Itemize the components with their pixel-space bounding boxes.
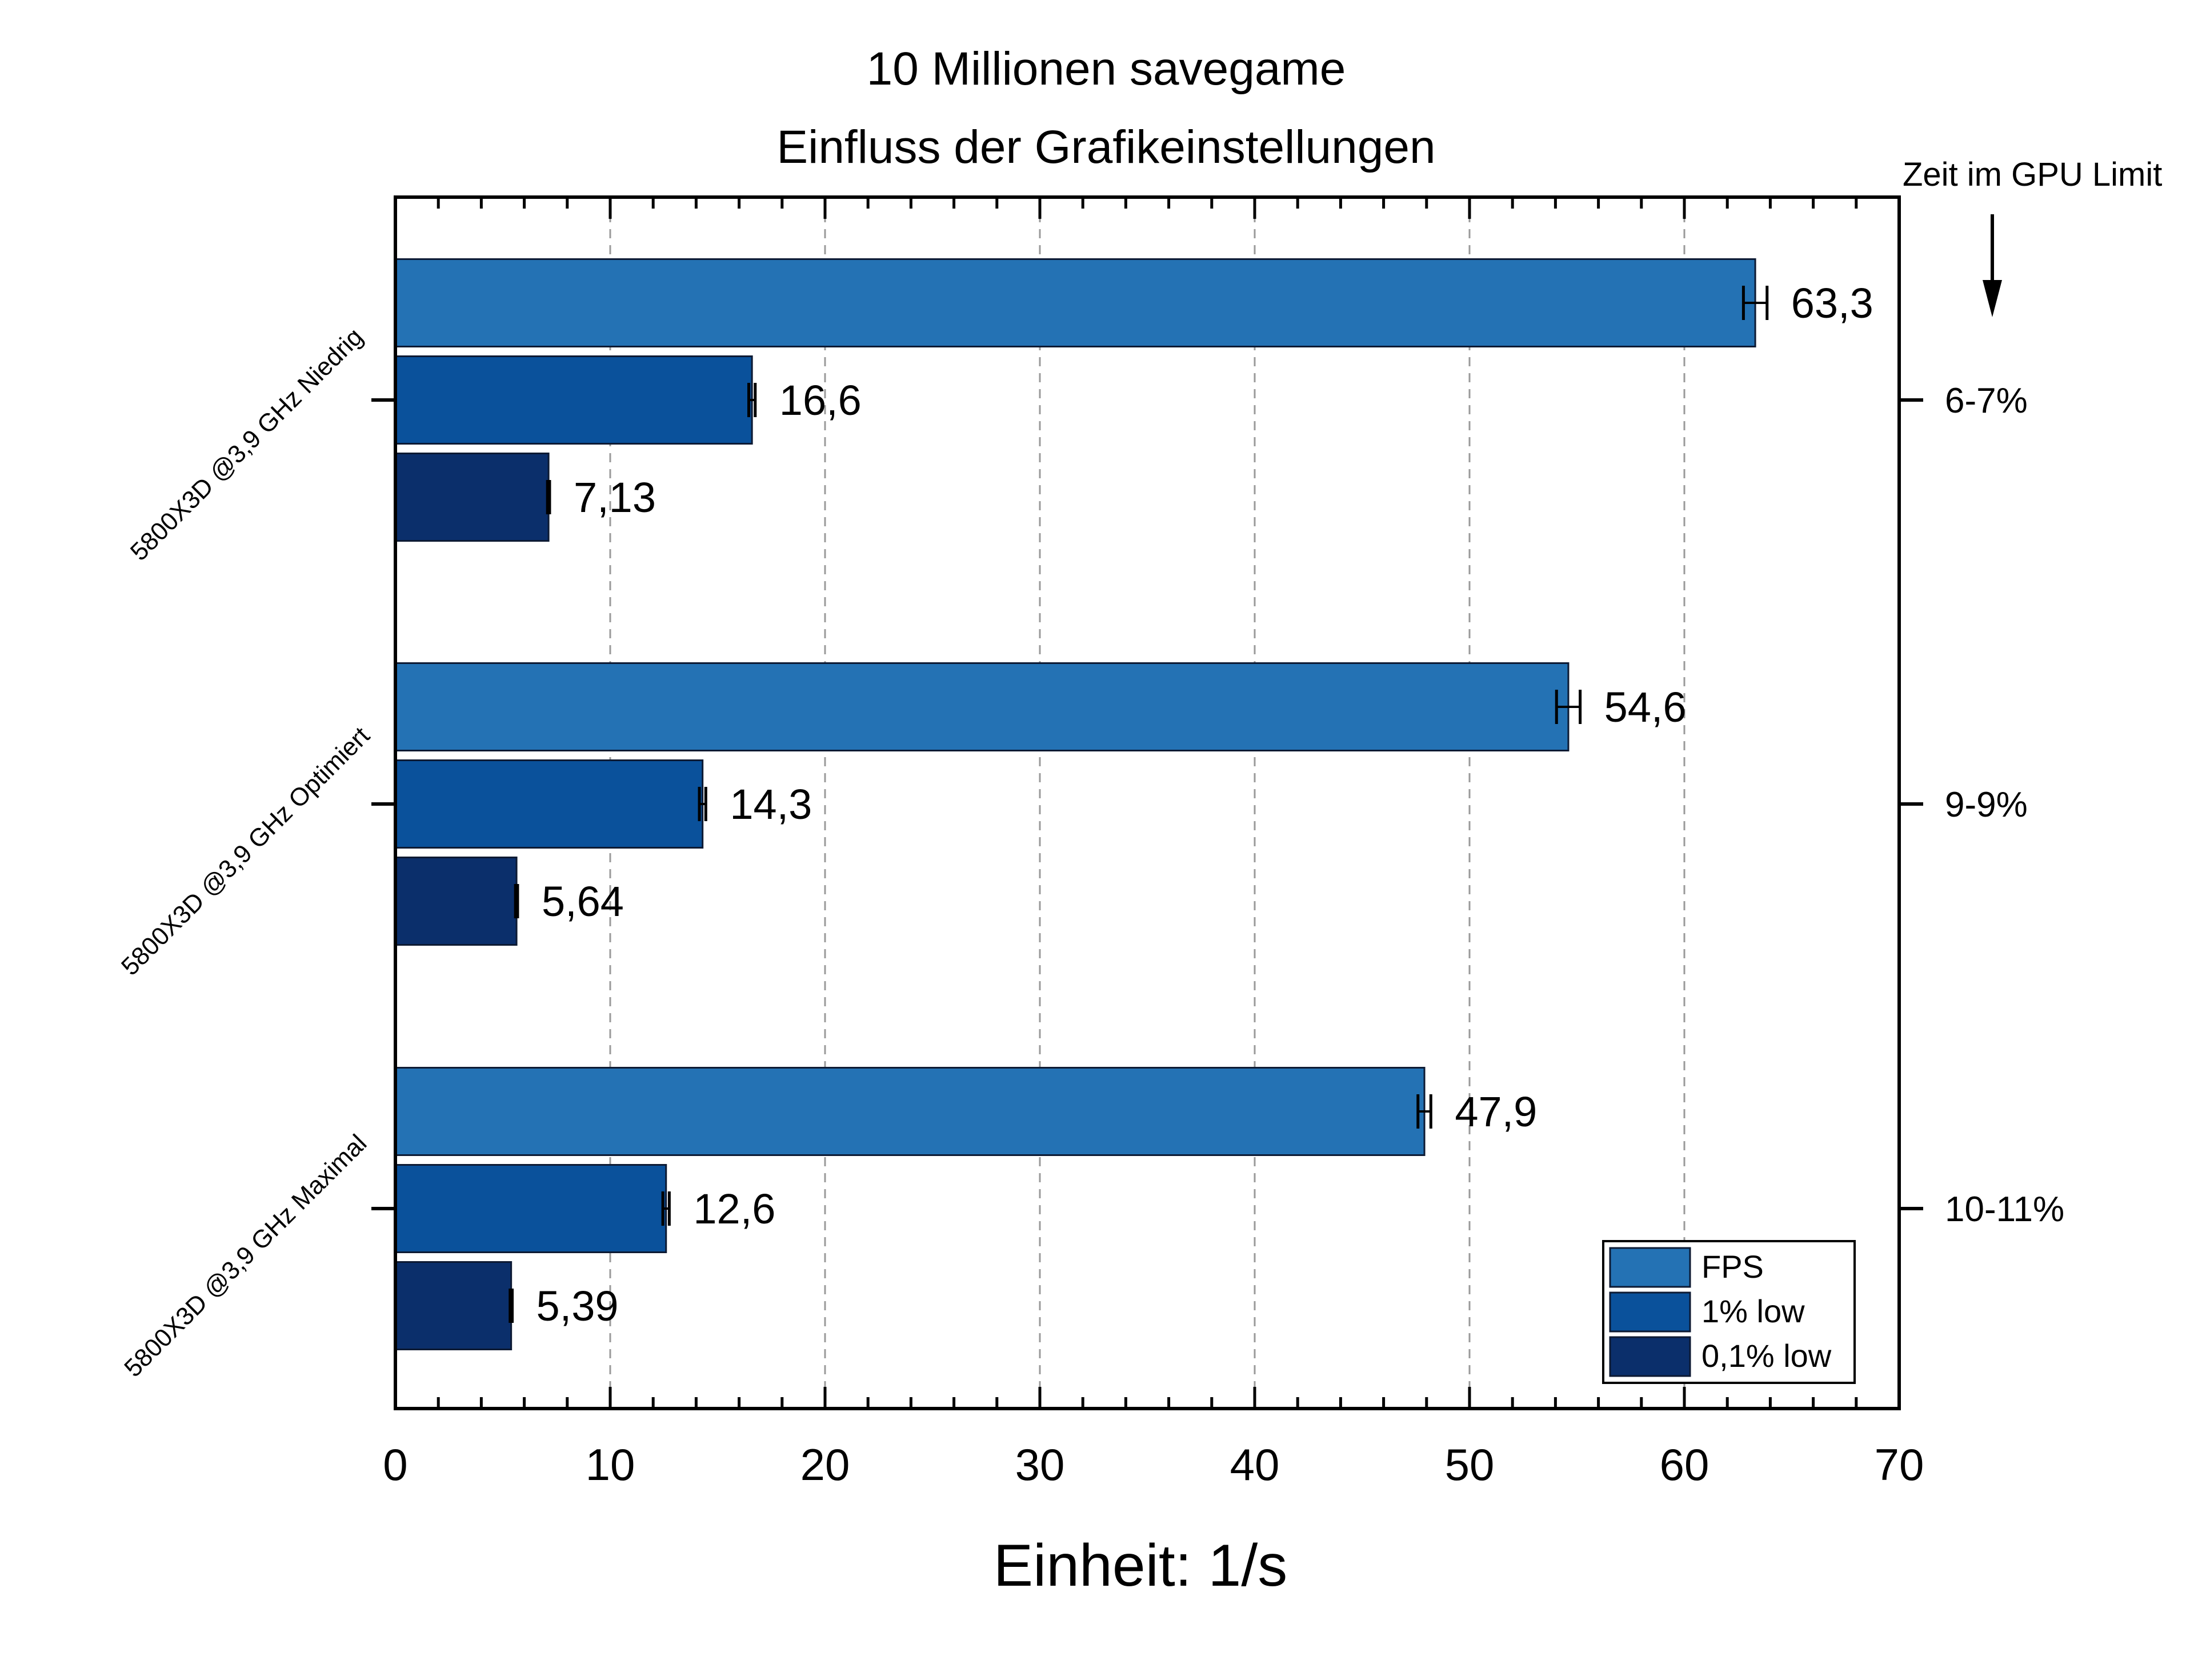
bar [394,1067,1426,1156]
x-tick-label: 70 [1875,1439,1924,1490]
bar [394,662,1570,751]
data-label: 54,6 [1604,683,1687,731]
x-tick-label: 30 [1015,1439,1065,1490]
right-axis-label: 9-9% [1945,785,2028,825]
right-axis-label: 6-7% [1945,381,2028,421]
legend-swatch [1609,1291,1691,1333]
x-tick-label: 10 [586,1439,635,1490]
x-axis-label: Einheit: 1/s [994,1533,1288,1599]
data-label: 16,6 [779,377,862,424]
legend-swatch [1609,1247,1691,1288]
legend-swatch [1609,1336,1691,1377]
legend-entry: 0,1% low [1701,1338,1832,1374]
chart-subtitle: Einfluss der Grafikeinstellungen [776,121,1435,173]
legend-entry: FPS [1701,1249,1764,1285]
legend-entry: 1% low [1701,1293,1805,1329]
y-category-label: 5800X3D @3,9 GHz Maximal [119,1129,372,1382]
right-axis-label: 10-11% [1945,1190,2064,1229]
gpu-limit-note: Zeit im GPU Limit [1903,156,2162,193]
bar [394,1164,667,1253]
data-label: 63,3 [1791,279,1873,327]
y-category-label: 5800X3D @3,9 GHz Niedrig [125,323,369,566]
bar [394,1261,513,1350]
legend: FPS 1% low 0,1% low [1609,1247,1832,1377]
bar [394,258,1756,347]
bar [394,759,704,849]
y-category-label: 5800X3D @3,9 GHz Optimiert [116,722,375,981]
chart-title: 10 Millionen savegame [867,43,1346,95]
bar [394,857,518,946]
bar [394,453,550,542]
data-label: 7,13 [574,474,656,521]
x-tick-label: 40 [1230,1439,1280,1490]
bar [394,355,753,445]
x-tick-label: 60 [1660,1439,1709,1490]
data-label: 12,6 [693,1185,775,1233]
x-tick-label: 20 [800,1439,850,1490]
x-tick-label: 50 [1445,1439,1495,1490]
data-label: 14,3 [730,781,812,828]
arrow-down-icon [1983,280,2002,317]
data-label: 5,39 [537,1282,619,1330]
data-label: 5,64 [542,878,624,925]
data-label: 47,9 [1455,1088,1537,1135]
x-tick-label: 0 [383,1439,407,1490]
